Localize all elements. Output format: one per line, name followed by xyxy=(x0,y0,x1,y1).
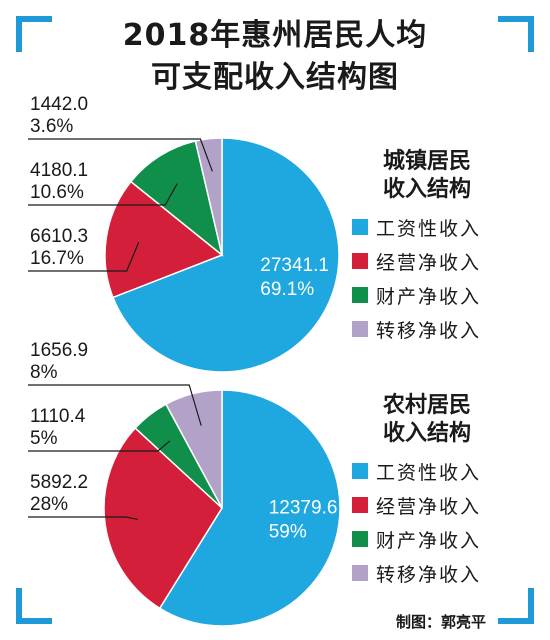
legend-label-salary: 工资性收入 xyxy=(376,461,482,484)
legend-swatch-property xyxy=(352,287,368,303)
legend-label-business: 经营净收入 xyxy=(376,495,482,518)
corner-frame-bottom-right xyxy=(498,588,534,624)
slice-percent-label-salary: 69.1% xyxy=(260,279,314,300)
page-title-line-1: 2018年惠州居民人均 xyxy=(122,18,428,53)
legend-label-property: 财产净收入 xyxy=(376,529,482,552)
legend-swatch-transfer xyxy=(352,565,368,581)
legend-label-property: 财产净收入 xyxy=(376,285,482,308)
leader-line-property xyxy=(28,183,178,206)
slice-percent-label-property: 5% xyxy=(30,428,58,449)
pie-chart-1: 12379.6 59% 1656.98% 1110.45% 5892.228% xyxy=(28,340,341,627)
credit-text: 制图：郭亮平 xyxy=(395,613,486,631)
legend-swatch-business xyxy=(352,497,368,513)
pie-slice-transfer xyxy=(164,389,223,509)
pie-chart-0: 27341.169.1%1442.03.6%4180.110.6%6610.31… xyxy=(28,94,340,373)
legend-urban: 城镇居民 收入结构 工资性收入 经营净收入 财产净收入 转移净收入 xyxy=(352,148,532,346)
leader-line-property xyxy=(28,440,171,452)
legend-label-salary: 工资性收入 xyxy=(376,217,482,240)
legend-label-transfer: 转移净收入 xyxy=(376,319,482,342)
corner-frame-top-left xyxy=(16,16,52,52)
corner-frame-bottom-left xyxy=(16,588,52,624)
pie-slice-salary xyxy=(158,389,341,627)
legend-swatch-salary xyxy=(352,219,368,235)
leader-line-business xyxy=(28,516,138,521)
slice-value-label-business: 5892.2 xyxy=(30,472,88,493)
slice-value-label-property: 4180.1 xyxy=(30,160,88,181)
leader-line-business xyxy=(28,241,140,272)
legend-swatch-property xyxy=(352,531,368,547)
legend-title-urban-line-2: 收入结构 xyxy=(382,177,471,202)
legend-item-salary: 工资性收入 xyxy=(352,210,532,244)
legend-item-transfer: 转移净收入 xyxy=(352,556,532,590)
slice-percent-label-transfer: 3.6% xyxy=(30,116,73,137)
leader-line-transfer xyxy=(28,138,213,172)
slice-value-label-transfer: 1656.9 xyxy=(30,340,88,361)
pie-slice-business xyxy=(104,180,224,299)
legend-title-urban-line-1: 城镇居民 xyxy=(382,149,471,174)
slice-value-label-transfer: 1442.0 xyxy=(30,94,88,115)
legend-title-rural-line-1: 农村居民 xyxy=(382,393,471,418)
slice-percent-label-business: 16.7% xyxy=(30,248,84,269)
legend-item-property: 财产净收入 xyxy=(352,278,532,312)
corner-frame-top-right xyxy=(498,16,534,52)
legend-swatch-business xyxy=(352,253,368,269)
legend-rural: 农村居民 收入结构 工资性收入 经营净收入 财产净收入 转移净收入 xyxy=(352,392,532,590)
slice-percent-label-business: 28% xyxy=(30,494,68,515)
pie-slice-transfer xyxy=(194,137,223,256)
legend-swatch-salary xyxy=(352,463,368,479)
page-title-line-2: 可支配收入结构图 xyxy=(151,60,399,95)
legend-item-business: 经营净收入 xyxy=(352,488,532,522)
pie-slice-salary xyxy=(112,137,340,373)
slice-value-label-property: 1110.4 xyxy=(30,406,86,427)
slice-percent-label-property: 10.6% xyxy=(30,182,84,203)
legend-label-transfer: 转移净收入 xyxy=(376,563,482,586)
legend-item-property: 财产净收入 xyxy=(352,522,532,556)
slice-percent-label-transfer: 8% xyxy=(30,362,58,383)
legend-swatch-transfer xyxy=(352,321,368,337)
slice-percent-label-salary: 59% xyxy=(269,522,307,543)
leader-line-transfer xyxy=(28,384,202,426)
legend-label-business: 经营净收入 xyxy=(376,251,482,274)
pie-slice-property xyxy=(129,140,224,257)
legend-item-business: 经营净收入 xyxy=(352,244,532,278)
legend-title-rural-line-2: 收入结构 xyxy=(382,421,471,446)
slice-value-label-business: 6610.3 xyxy=(30,226,88,247)
slice-value-label-salary: 12379.6 xyxy=(269,498,338,519)
legend-item-salary: 工资性收入 xyxy=(352,454,532,488)
pie-slice-business xyxy=(103,426,223,610)
legend-item-transfer: 转移净收入 xyxy=(352,312,532,346)
slice-value-label-salary: 27341.1 xyxy=(260,255,329,276)
